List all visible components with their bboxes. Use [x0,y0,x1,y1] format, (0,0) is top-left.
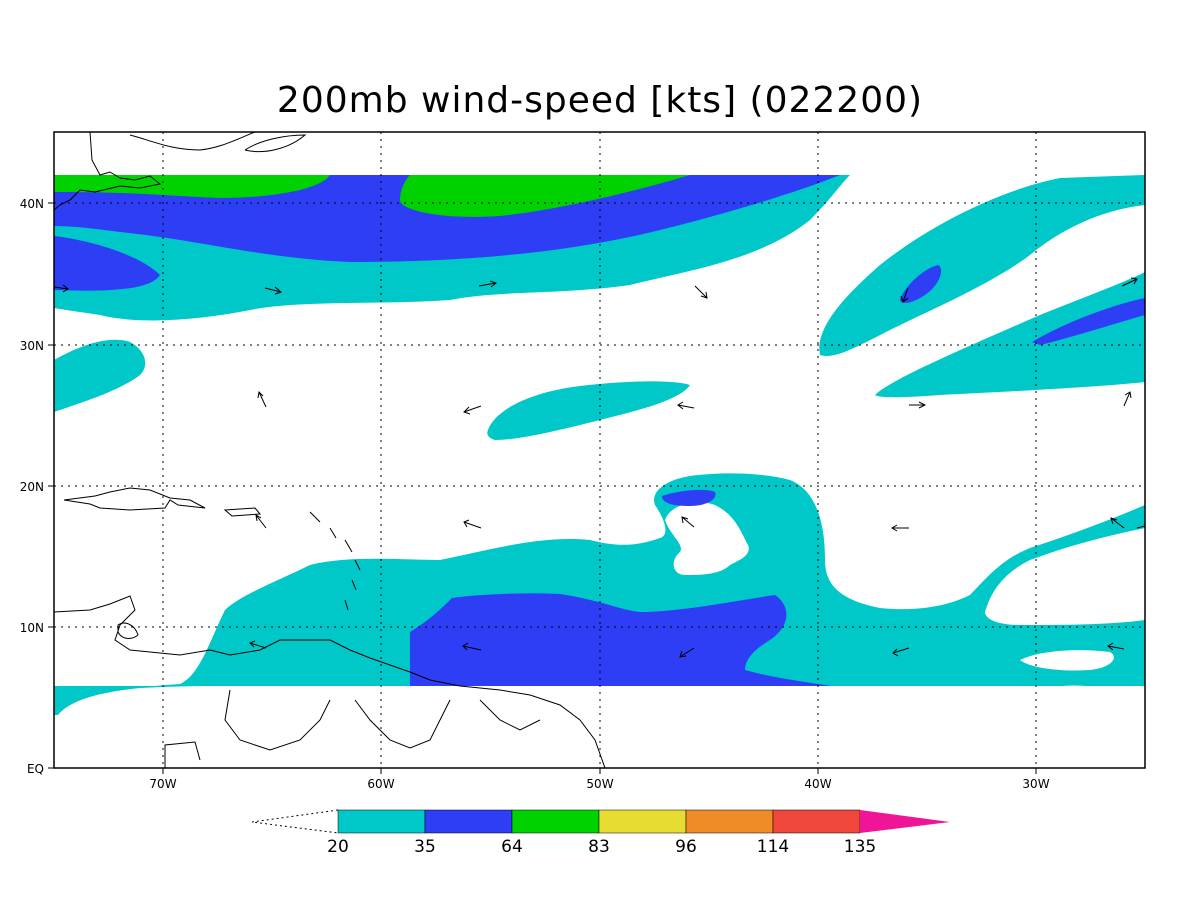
wind-arrow [1121,277,1138,287]
colorbar-label-96: 96 [675,837,697,857]
wind-arrow [264,286,283,295]
wind-arrow [694,285,708,299]
coastlines [54,132,606,768]
wind-arrow [255,514,267,529]
lat-label-40n: 40N [20,197,44,211]
white-gap-se-1 [985,528,1145,625]
white-gap-se-2 [1020,650,1114,671]
lat-label-30n: 30N [20,339,44,353]
colorbar-swatch-114-135 [772,809,861,834]
wind-speed-field [54,175,1145,768]
coast-puerto-rico [223,507,262,517]
cyan-ne-diagonal-1 [819,175,1145,356]
coast-north-america [54,132,162,211]
white-gap-north [870,175,930,187]
map-title: 200mb wind-speed [kts] (022200) [276,80,924,121]
cyan-mid-25n [487,381,690,440]
jet-green-west [54,175,330,198]
wind-arrow [681,516,695,528]
blue-ne-spot [900,265,942,303]
coast-lesser-antilles [309,511,361,611]
wind-arrow [1123,391,1132,407]
wind-arrow [249,640,267,649]
wind-arrow [53,284,69,293]
colorbar-label-135: 135 [844,837,876,857]
colorbar-label-83: 83 [588,837,610,857]
wind-vectors [53,277,1146,658]
coast-maritimes [129,132,307,153]
colorbar-swatch-96-114 [685,809,774,834]
wind-arrow [679,647,695,658]
lat-label-eq: EQ [27,762,44,776]
coast-cuba-hispaniola [63,487,206,511]
jet-blue-south [410,593,870,692]
lon-label-50w: 50W [586,777,613,791]
wind-arrow [1107,642,1125,651]
wind-arrow [462,642,482,651]
colorbar-label-64: 64 [501,837,523,857]
lat-label-20n: 20N [20,480,44,494]
lat-label-10n: 10N [20,621,44,635]
coast-lake-maracaibo [117,622,139,639]
blue-hook-spot [662,489,716,506]
wind-arrow [891,524,909,532]
wind-arrow [677,401,695,410]
lon-label-60w: 60W [367,777,394,791]
wind-arrow [900,287,909,303]
wind-arrow [463,405,482,415]
colorbar-high-triangle [860,810,950,833]
cyan-south-lip [54,686,210,715]
colorbar-low-triangle [251,809,339,834]
wind-arrow [892,647,910,657]
jet-green-east [400,175,690,217]
colorbar-swatch-35-64 [424,809,513,834]
lon-label-70w: 70W [149,777,176,791]
wind-arrow [478,280,498,288]
lon-label-40w: 40W [804,777,831,791]
tick-marks [48,202,1037,774]
cyan-ne-diagonal-2 [875,272,1145,398]
lon-label-30w: 30W [1022,777,1049,791]
colorbar-swatch-83-96 [598,809,687,834]
colorbar: 20 35 64 83 96 114 135 [251,809,950,857]
blue-ne-band [1032,298,1145,345]
coast-south-america [54,595,606,768]
colorbar-label-114: 114 [757,837,789,857]
wind-arrow [1110,517,1125,529]
wind-arrow [463,519,482,529]
colorbar-swatch-64-83 [511,809,600,834]
colorbar-swatch-20-35 [337,809,426,834]
grid [54,132,1145,768]
colorbar-label-20: 20 [327,837,349,857]
jet-blue-west-lobe [54,236,160,291]
cyan-west-27n [54,339,146,412]
colorbar-label-35: 35 [414,837,436,857]
wind-arrow [909,401,927,409]
wind-arrow [1136,525,1146,529]
wind-arrow [257,390,267,408]
